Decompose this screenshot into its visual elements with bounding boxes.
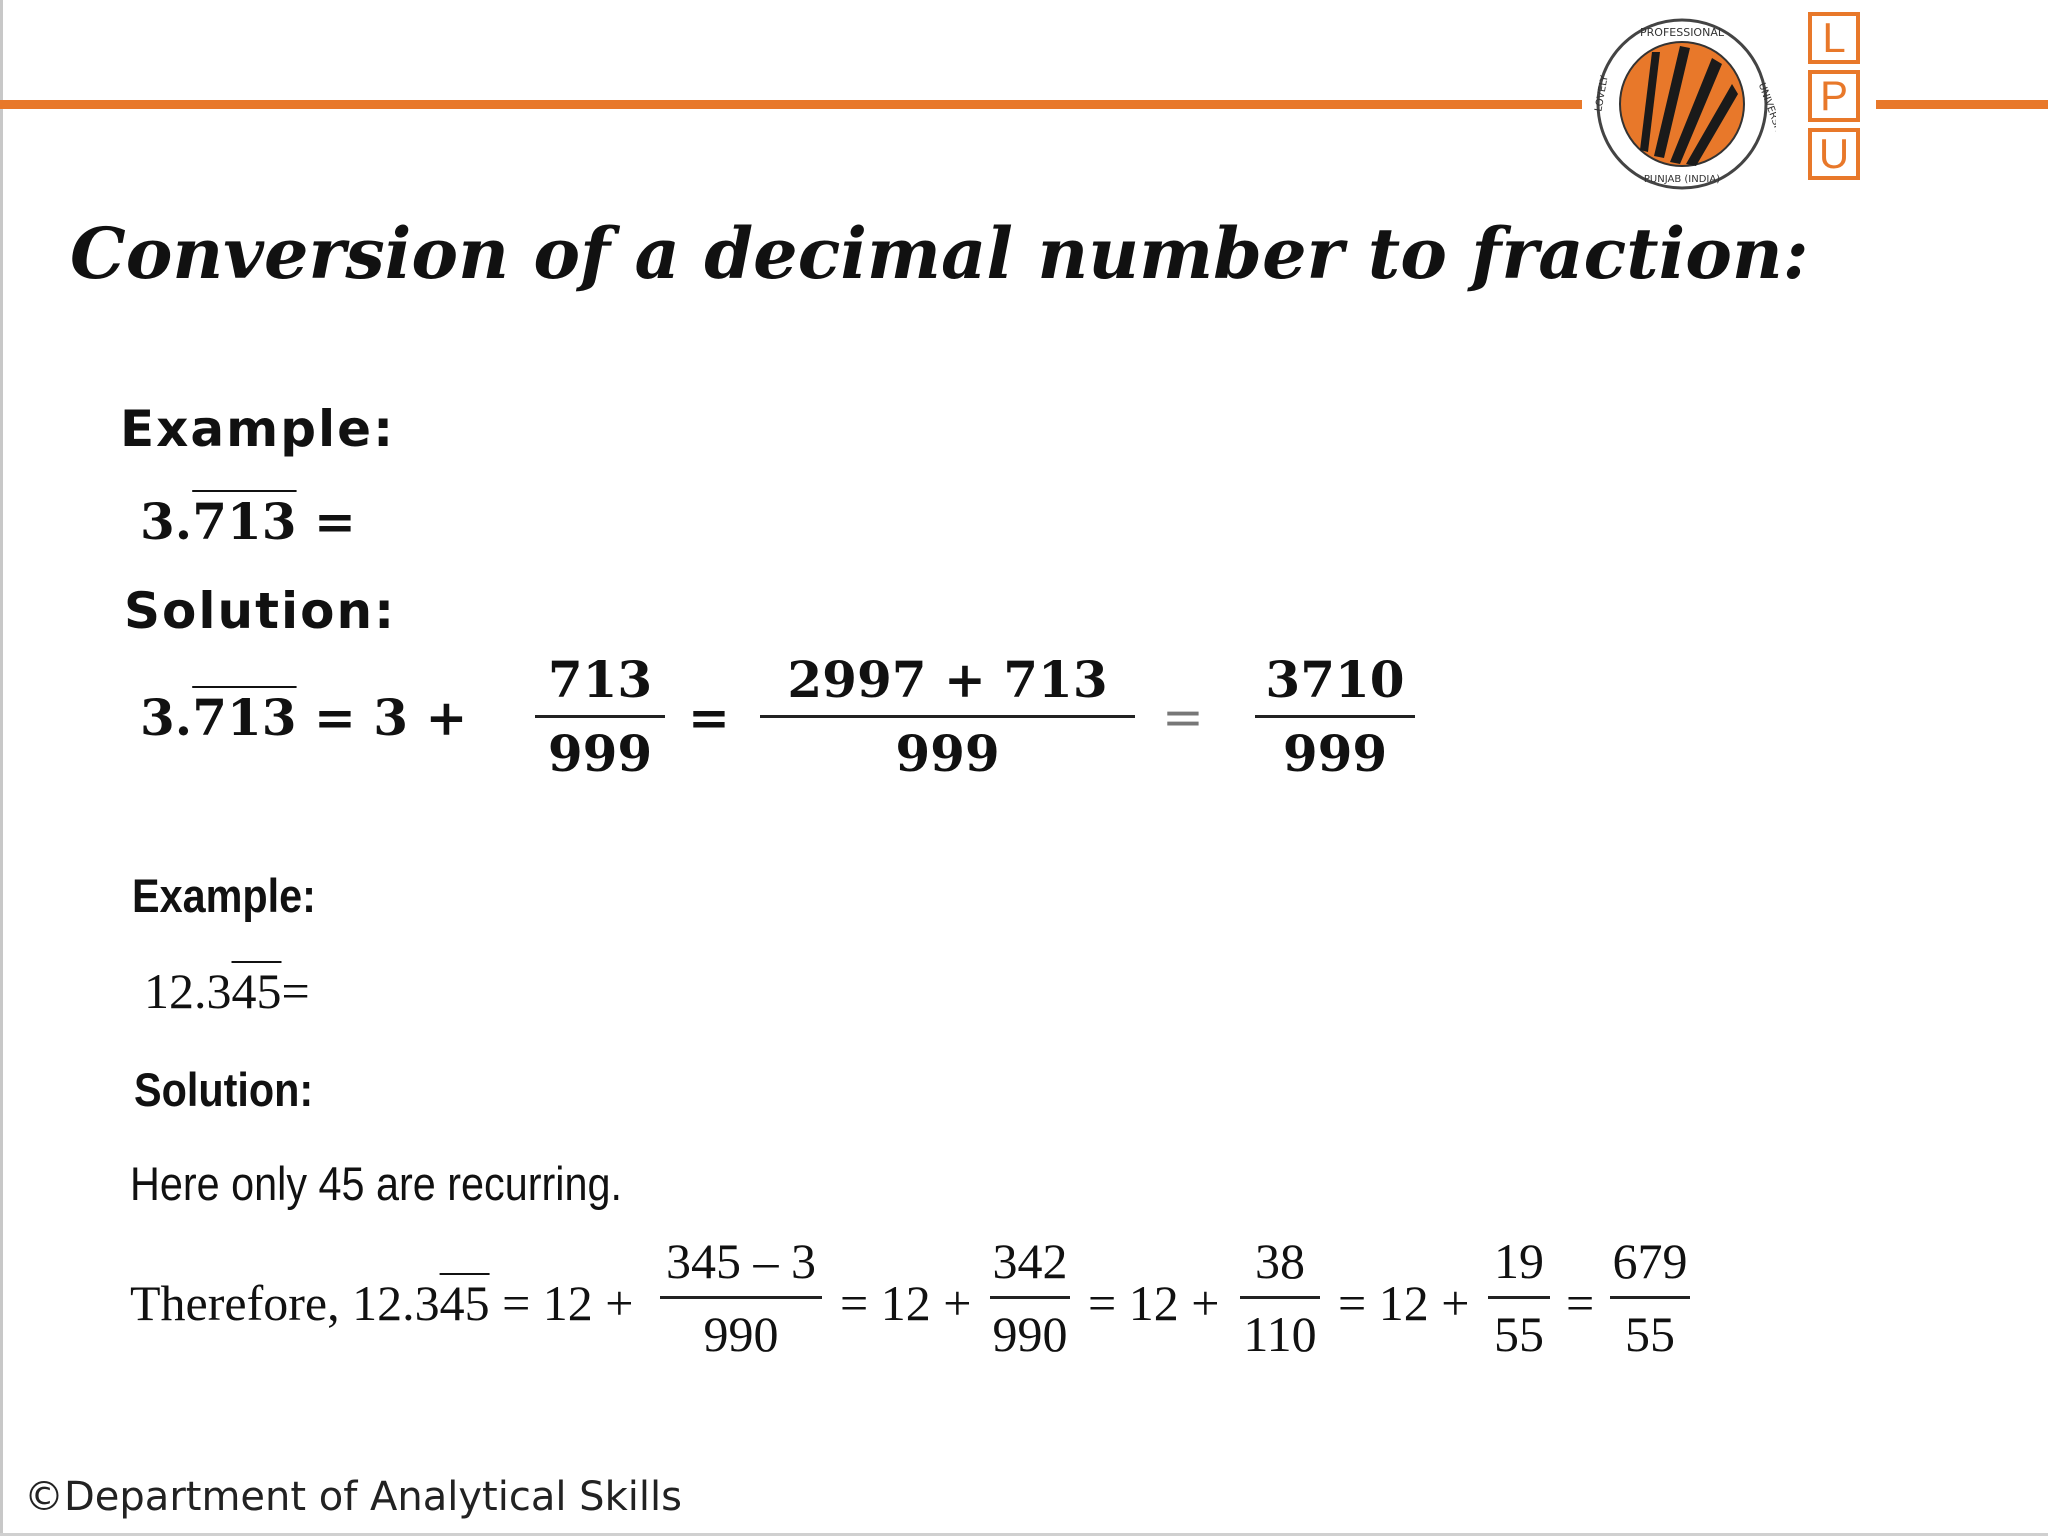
example-2-fraction-1: 345 – 3 990 xyxy=(660,1232,822,1363)
example-2-step-4: = xyxy=(1566,1275,1595,1331)
bottom-border xyxy=(0,1533,2048,1536)
example-2-step-3: = 12 + xyxy=(1338,1275,1470,1331)
header-line-right xyxy=(1876,100,2048,109)
svg-text:PUNJAB (INDIA): PUNJAB (INDIA) xyxy=(1644,174,1720,185)
lpu-letter-u: U xyxy=(1808,128,1860,180)
example-2-fraction-4: 19 55 xyxy=(1488,1232,1550,1363)
example-1-fraction-3: 3710 999 xyxy=(1255,650,1415,783)
example-2-step-1: = 12 + xyxy=(840,1275,972,1331)
lpu-logo: L P U xyxy=(1808,12,1860,186)
svg-text:PROFESSIONAL: PROFESSIONAL xyxy=(1640,26,1725,39)
example-1-solution-lhs: 3.713 = 3 + xyxy=(140,688,468,747)
example-1-fraction-2: 2997 + 713 999 xyxy=(760,650,1135,783)
university-seal-logo: PROFESSIONAL LOVELY UNIVERSITY PUNJAB (I… xyxy=(1593,18,1776,190)
example-2-label: Example: xyxy=(132,869,316,922)
lpu-letter-l: L xyxy=(1808,12,1860,64)
header-line-left xyxy=(0,100,1582,109)
example-2-fraction-3: 38 110 xyxy=(1240,1232,1320,1363)
example-2-solution-label: Solution: xyxy=(134,1063,314,1116)
example-2-therefore: Therefore, 12.345 = 12 + xyxy=(130,1275,634,1331)
example-1-equals-1: = xyxy=(688,688,730,747)
example-1-problem: 3.713 = xyxy=(140,492,356,551)
example-2-fraction-5: 679 55 xyxy=(1610,1232,1690,1363)
example-2-note: Here only 45 are recurring. xyxy=(130,1157,622,1210)
example-1-label: Example: xyxy=(120,400,396,458)
example-1-fraction-1: 713 999 xyxy=(535,650,665,783)
lpu-letter-p: P xyxy=(1808,70,1860,122)
page-title: Conversion of a decimal number to fracti… xyxy=(70,212,1809,295)
example-2-fraction-2: 342 990 xyxy=(990,1232,1070,1363)
example-2-problem: 12.345= xyxy=(144,963,310,1019)
example-2-step-2: = 12 + xyxy=(1088,1275,1220,1331)
example-1-equals-2: = xyxy=(1162,688,1204,746)
footer-copyright: ©Department of Analytical Skills xyxy=(24,1474,682,1520)
left-border xyxy=(0,0,3,1536)
example-1-solution-label: Solution: xyxy=(124,582,397,640)
